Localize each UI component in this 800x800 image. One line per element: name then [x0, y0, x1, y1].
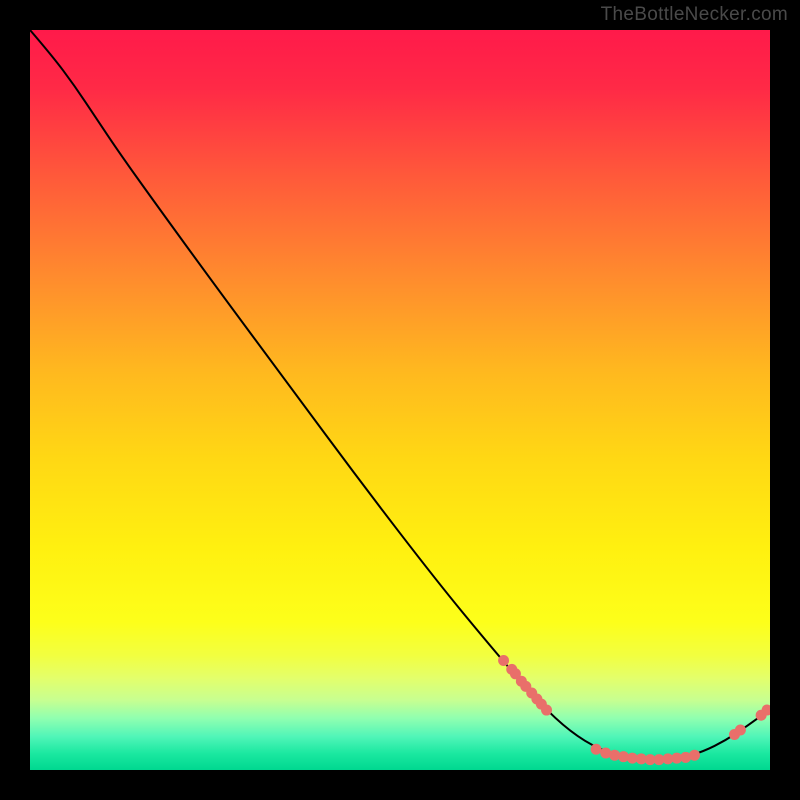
curve-marker: [591, 744, 602, 755]
watermark-text: TheBottleNecker.com: [601, 4, 788, 26]
bottleneck-curve: [30, 30, 770, 759]
chart-area: [30, 30, 770, 770]
curve-markers: [498, 655, 770, 765]
curve-marker: [689, 750, 700, 761]
curve-marker: [498, 655, 509, 666]
curve-marker: [541, 705, 552, 716]
chart-plot-layer: [30, 30, 770, 770]
curve-marker: [735, 725, 746, 736]
